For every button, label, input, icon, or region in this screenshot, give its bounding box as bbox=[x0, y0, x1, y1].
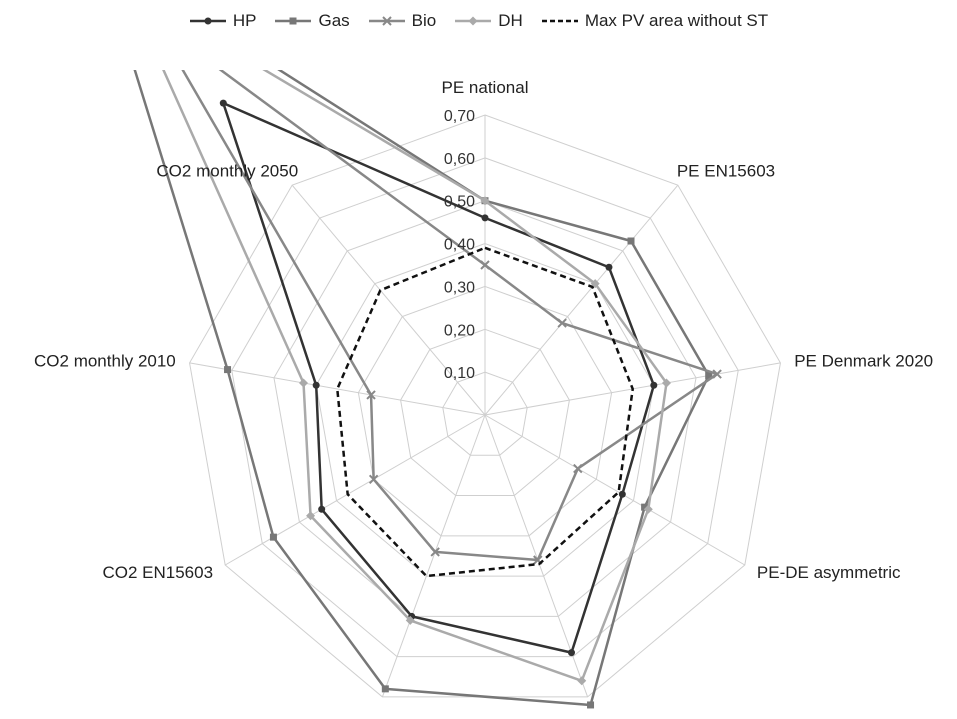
point-dh-3 bbox=[661, 378, 671, 388]
point-gas-3 bbox=[705, 372, 713, 380]
point-gas-5 bbox=[587, 701, 595, 709]
tick-label: 0,70 bbox=[444, 108, 475, 125]
series-hp bbox=[219, 99, 658, 657]
point-hp-4 bbox=[618, 490, 626, 498]
series-line-hp bbox=[222, 101, 656, 654]
point-hp-8 bbox=[312, 381, 320, 389]
tick-label: 0,40 bbox=[444, 237, 475, 254]
legend-marker bbox=[381, 16, 392, 26]
point-dh-4 bbox=[643, 504, 653, 514]
tick-label: 0,50 bbox=[444, 194, 475, 211]
radar-series bbox=[133, 17, 722, 709]
spoke-6 bbox=[381, 414, 486, 698]
radial-tick-labels: 0,10 0,20 0,30 0,40 0,50 0,60 0,70 bbox=[444, 108, 475, 382]
point-dh-5 bbox=[577, 676, 587, 686]
category-label: CO2 monthly 2050 bbox=[156, 161, 298, 180]
grid-ring-5 bbox=[273, 200, 697, 617]
point-hp-7 bbox=[318, 505, 326, 513]
point-bio-3 bbox=[712, 369, 722, 379]
category-label: CO2 EN15603 bbox=[102, 563, 213, 582]
series-bio bbox=[150, 17, 722, 565]
legend-swatch bbox=[189, 17, 226, 25]
series-dh bbox=[162, 70, 671, 686]
legend-label: HP bbox=[232, 11, 257, 30]
legend-swatch bbox=[275, 17, 312, 25]
point-bio-1 bbox=[480, 260, 490, 270]
legend-item-dh: DH bbox=[454, 11, 523, 31]
spoke-2 bbox=[484, 184, 679, 416]
grid-ring-1 bbox=[442, 371, 528, 456]
point-dh-6 bbox=[405, 615, 415, 625]
category-label: PE EN15603 bbox=[677, 161, 775, 180]
grid-ring-2 bbox=[400, 328, 570, 497]
point-bio-8 bbox=[366, 390, 376, 400]
series-line-max-pv-area-without-st bbox=[336, 246, 634, 578]
point-gas-8 bbox=[224, 366, 232, 374]
category-labels: PE national PE EN15603 PE Denmark 2020 PE-D… bbox=[34, 78, 933, 582]
legend-item-bio: Bio bbox=[368, 11, 437, 31]
point-dh-1 bbox=[480, 196, 490, 206]
point-hp-1 bbox=[481, 214, 489, 222]
legend-label: Max PV area without ST bbox=[584, 11, 769, 30]
legend-item-gas: Gas bbox=[274, 11, 350, 31]
series-line-bio bbox=[181, 70, 719, 562]
point-gas-2 bbox=[627, 237, 635, 245]
spoke-7 bbox=[224, 414, 486, 566]
category-label: PE Denmark 2020 bbox=[794, 351, 933, 370]
point-hp-9 bbox=[219, 99, 227, 107]
legend-swatch bbox=[455, 16, 492, 26]
legend-item-max-pv-area-without-st: Max PV area without ST bbox=[541, 11, 768, 31]
point-bio-6 bbox=[430, 547, 440, 557]
grid-ring-4 bbox=[315, 243, 655, 577]
tick-label: 0,20 bbox=[444, 322, 475, 339]
series-line-gas bbox=[133, 70, 710, 707]
spoke-9 bbox=[291, 184, 486, 416]
point-gas-7 bbox=[269, 533, 277, 541]
legend-swatch bbox=[368, 16, 405, 26]
point-bio-9 bbox=[150, 17, 158, 25]
grid-ring-3 bbox=[357, 285, 613, 537]
legend-label: Bio bbox=[411, 11, 437, 30]
tick-label: 0,60 bbox=[444, 151, 475, 168]
chart-legend: HP Gas Bio DH Max PV area without ST bbox=[0, 6, 957, 36]
point-gas-6 bbox=[381, 685, 389, 693]
legend-label: Gas bbox=[318, 11, 350, 30]
legend-marker bbox=[468, 16, 478, 26]
tick-label: 0,10 bbox=[444, 365, 475, 382]
point-dh-8 bbox=[299, 378, 309, 388]
spoke-4 bbox=[484, 414, 746, 566]
legend-marker bbox=[289, 17, 297, 25]
point-bio-4 bbox=[573, 463, 583, 474]
series-gas bbox=[133, 70, 713, 709]
series-line-dh bbox=[162, 70, 668, 683]
category-label: CO2 monthly 2010 bbox=[34, 351, 176, 370]
grid-ring-6 bbox=[231, 157, 739, 658]
tick-label: 0,30 bbox=[444, 279, 475, 296]
point-gas-4 bbox=[641, 503, 649, 511]
category-label: PE national bbox=[442, 78, 529, 97]
point-hp-3 bbox=[650, 381, 658, 389]
spoke-8 bbox=[189, 362, 486, 416]
point-hp-2 bbox=[605, 263, 613, 271]
category-label: PE-DE asymmetric bbox=[757, 563, 901, 582]
legend-swatch bbox=[541, 19, 578, 23]
point-bio-7 bbox=[368, 474, 379, 484]
legend-label: DH bbox=[498, 11, 523, 30]
legend-marker bbox=[204, 17, 212, 25]
legend-item-hp: HP bbox=[189, 11, 257, 31]
point-dh-7 bbox=[306, 511, 316, 521]
point-hp-5 bbox=[567, 649, 575, 657]
point-bio-2 bbox=[557, 318, 567, 328]
series-max-pv-area-without-st bbox=[336, 246, 634, 578]
